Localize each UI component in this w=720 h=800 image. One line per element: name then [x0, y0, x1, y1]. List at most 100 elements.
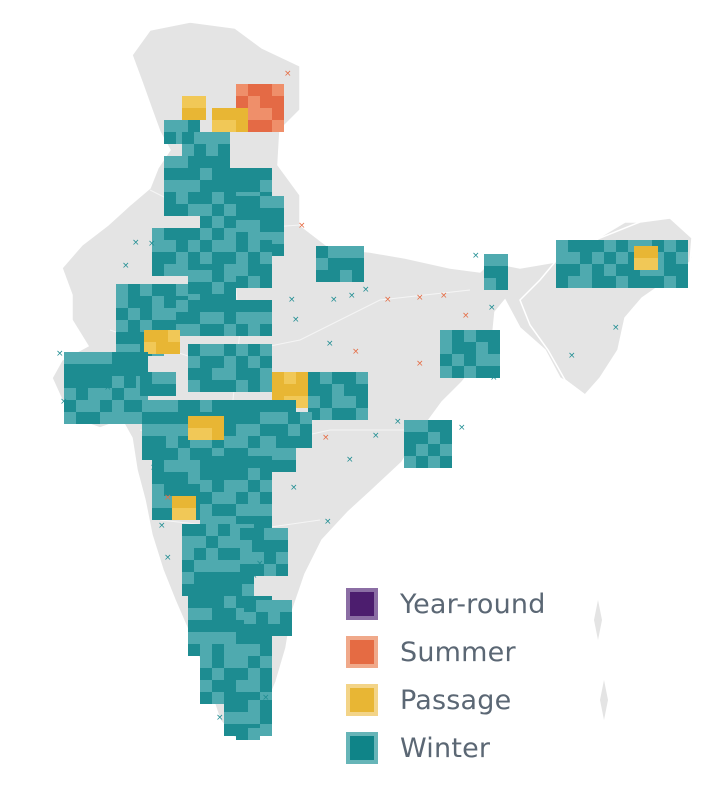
grid-cell	[156, 330, 168, 342]
grid-cell	[568, 264, 580, 276]
record-x-marker: ×	[284, 69, 292, 79]
grid-cell	[206, 560, 218, 572]
grid-cell	[76, 376, 88, 388]
grid-cell	[284, 384, 296, 396]
grid-cell	[218, 132, 230, 144]
grid-cell	[240, 528, 252, 540]
grid-cell	[356, 396, 368, 408]
grid-cell	[580, 264, 592, 276]
grid-cell	[164, 320, 176, 332]
grid-cell	[156, 342, 168, 354]
grid-cell	[260, 84, 272, 96]
grid-cell	[206, 144, 218, 156]
grid-cell	[440, 456, 452, 468]
grid-cell	[88, 412, 100, 424]
grid-cell	[200, 456, 212, 468]
grid-cell	[194, 560, 206, 572]
grid-cell	[154, 400, 166, 412]
grid-cell	[356, 372, 368, 384]
grid-cell	[64, 364, 76, 376]
grid-cell	[316, 270, 328, 282]
grid-cell	[260, 344, 272, 356]
grid-cell	[200, 656, 212, 668]
grid-cell	[212, 252, 224, 264]
grid-cell	[200, 156, 212, 168]
andaman-islands	[594, 600, 608, 720]
grid-cell	[556, 276, 568, 288]
grid-cell	[112, 388, 124, 400]
grid-cell	[252, 564, 264, 576]
grid-cell	[440, 432, 452, 444]
grid-cell	[212, 668, 224, 680]
grid-cell	[634, 246, 646, 258]
grid-cell	[184, 496, 196, 508]
grid-cell	[224, 192, 236, 204]
grid-cell	[152, 320, 164, 332]
grid-cell	[496, 278, 508, 290]
grid-cell	[248, 468, 260, 480]
grid-cell	[200, 668, 212, 680]
grid-cell	[224, 312, 236, 324]
record-x-marker: ×	[416, 293, 424, 303]
grid-cell	[200, 620, 212, 632]
grid-cell	[212, 324, 224, 336]
grid-cell	[248, 84, 260, 96]
grid-cell	[332, 384, 344, 396]
record-x-marker: ×	[372, 431, 380, 441]
grid-cell	[440, 420, 452, 432]
grid-cell	[248, 456, 260, 468]
grid-cell	[200, 632, 212, 644]
grid-cell	[200, 192, 212, 204]
grid-cell	[236, 368, 248, 380]
record-x-marker: ×	[322, 433, 330, 443]
grid-cell	[248, 180, 260, 192]
grid-cell	[248, 424, 260, 436]
grid-cell	[76, 388, 88, 400]
grid-cell	[344, 372, 356, 384]
grid-cell	[164, 284, 176, 296]
grid-cell	[248, 492, 260, 504]
grid-cell	[256, 612, 268, 624]
grid-cell	[260, 276, 272, 288]
grid-cell	[640, 276, 652, 288]
grid-cell	[200, 344, 212, 356]
grid-cell	[556, 264, 568, 276]
grid-cell	[664, 252, 676, 264]
grid-cell	[252, 552, 264, 564]
grid-cell	[188, 240, 200, 252]
grid-cell	[194, 572, 206, 584]
grid-cell	[236, 436, 248, 448]
grid-cell	[76, 352, 88, 364]
grid-cell	[206, 524, 218, 536]
grid-cell	[352, 270, 364, 282]
grid-cell	[188, 460, 200, 472]
grid-cell	[124, 352, 136, 364]
grid-cell	[236, 324, 248, 336]
grid-cell	[236, 252, 248, 264]
grid-cell	[244, 624, 256, 636]
grid-cell	[176, 460, 188, 472]
grid-cell	[168, 342, 180, 354]
grid-cell	[464, 366, 476, 378]
grid-cell	[300, 424, 312, 436]
record-x-marker: ×	[324, 517, 332, 527]
grid-cell	[178, 400, 190, 412]
grid-cell	[166, 400, 178, 412]
grid-cell	[260, 168, 272, 180]
grid-cell	[260, 108, 272, 120]
grid-cell	[200, 596, 212, 608]
grid-cell	[112, 364, 124, 376]
grid-cell	[260, 400, 272, 412]
grid-cell	[182, 548, 194, 560]
grid-cell	[260, 492, 272, 504]
grid-cell	[206, 132, 218, 144]
grid-cell	[224, 492, 236, 504]
grid-cell	[152, 384, 164, 396]
grid-cell	[212, 504, 224, 516]
grid-cell	[252, 540, 264, 552]
grid-cell	[200, 240, 212, 252]
grid-cell	[152, 228, 164, 240]
grid-cell	[188, 312, 200, 324]
grid-cell	[568, 240, 580, 252]
grid-cell	[616, 252, 628, 264]
